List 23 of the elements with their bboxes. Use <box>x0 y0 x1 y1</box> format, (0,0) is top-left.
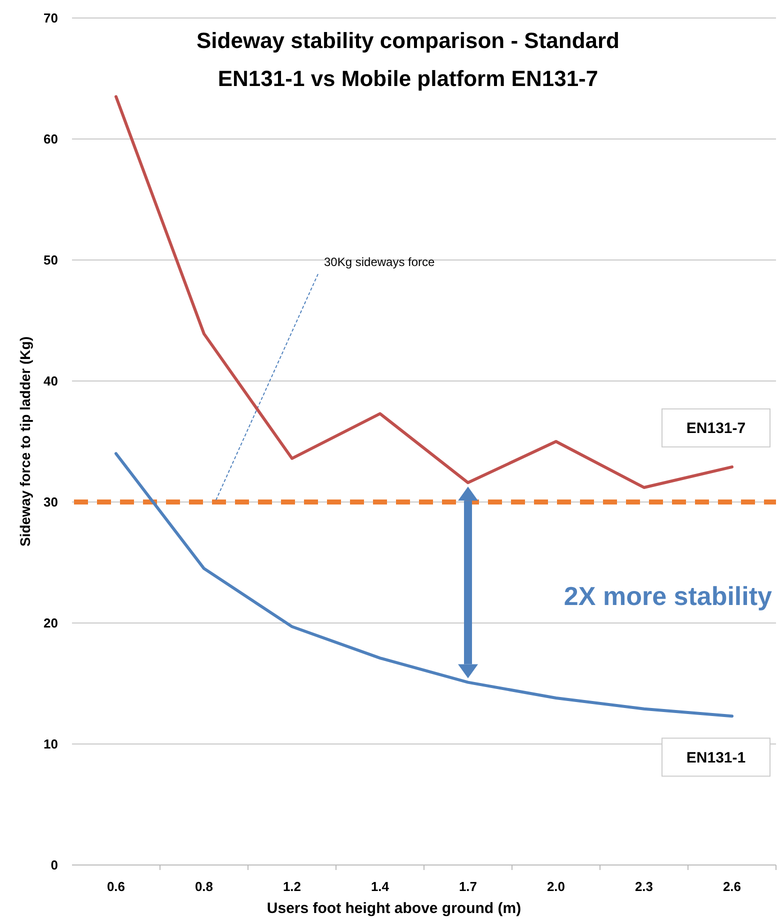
annotation: 2X more stability <box>564 580 773 611</box>
y-tick-label: 30 <box>44 494 58 510</box>
y-tick-label: 20 <box>44 616 58 631</box>
y-tick-label: 70 <box>44 10 58 26</box>
x-tick-label: 2.0 <box>546 879 566 894</box>
y-tick-label: 10 <box>44 736 58 752</box>
x-tick-label: 0.6 <box>106 879 126 894</box>
x-tick-label: 1.2 <box>282 879 302 894</box>
y-tick-label: 50 <box>44 252 58 268</box>
y-tick-label: 60 <box>44 132 58 147</box>
text: EN131-7 <box>686 420 746 438</box>
y-tick-label: 0 <box>50 858 58 873</box>
x-tick-label: 0.8 <box>194 879 214 894</box>
ref-line-label: 30Kg sideways force <box>324 255 436 270</box>
x-tick-label: 2.6 <box>722 879 742 894</box>
x-tick-label: 1.4 <box>370 879 390 894</box>
x-axis-title: Users foot height above ground (m) <box>266 900 522 917</box>
x-tick-label: 1.7 <box>458 879 478 894</box>
y-tick-label: 40 <box>44 374 58 389</box>
text: Sideway stability comparison - Standard EN131-1 vs Mobile platform EN131-7 <box>196 28 620 91</box>
text: EN131-1 <box>686 749 746 766</box>
x-tick-label: 2.3 <box>634 879 654 894</box>
y-axis-title: Sideway force to tip ladder (Kg) <box>17 336 33 547</box>
